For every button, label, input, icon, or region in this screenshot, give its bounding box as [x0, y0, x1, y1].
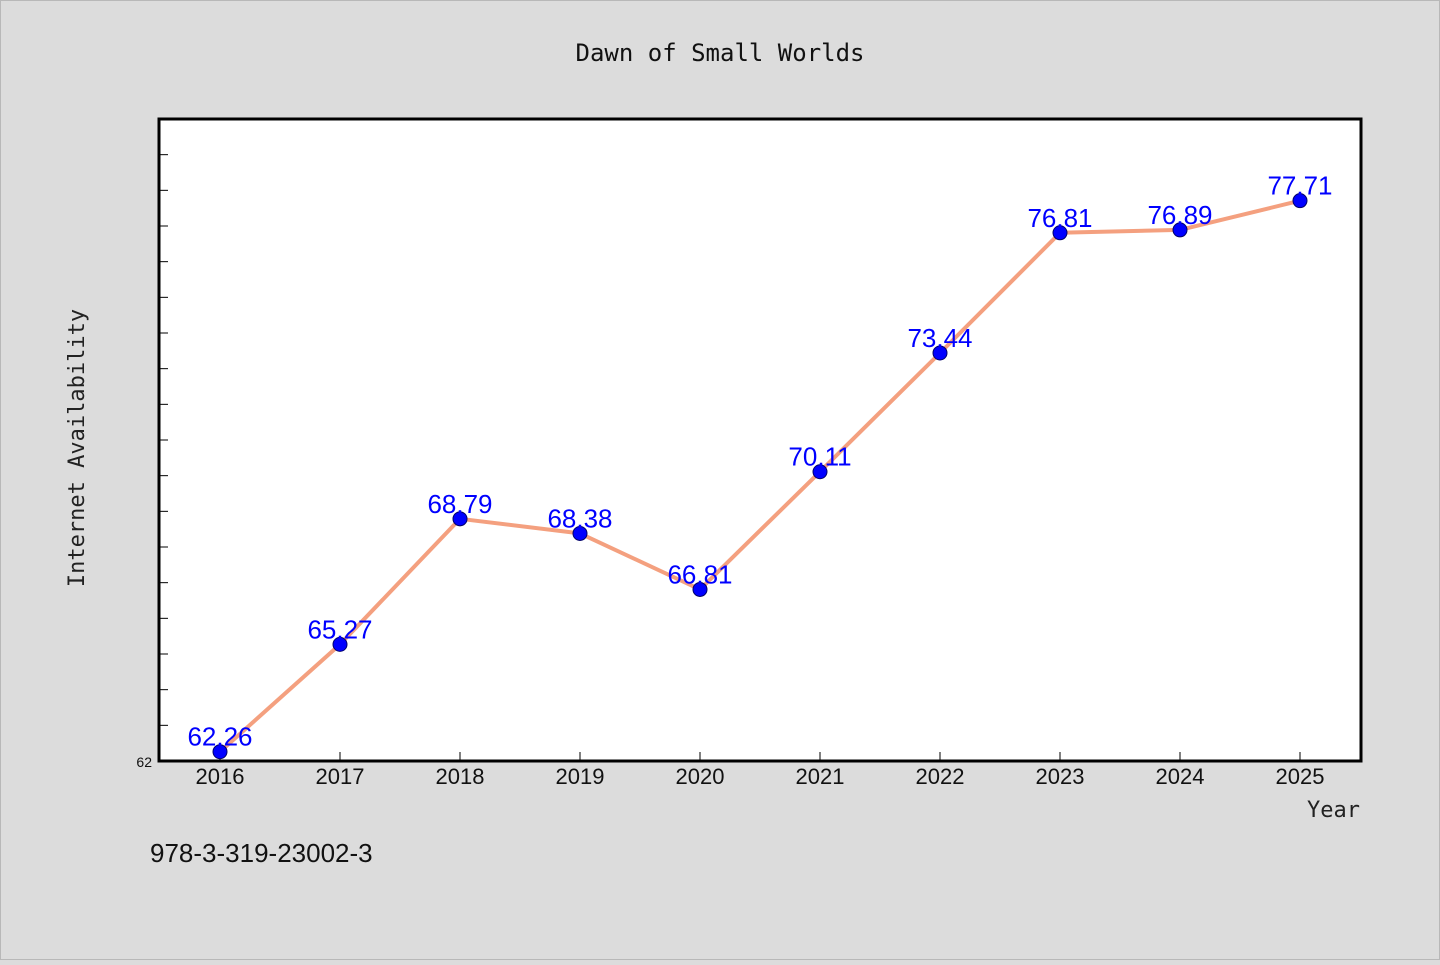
data-point	[932, 345, 948, 361]
data-point	[1292, 193, 1308, 209]
data-point	[212, 744, 228, 760]
x-tick-labels: 2016 2017 2018 2019 2020 2021 2022 2023 2024 2025	[196, 764, 1325, 789]
x-axis-label: Year	[1307, 798, 1360, 823]
data-label: 65.27	[307, 614, 372, 644]
footer-identifier: 978-3-319-23002-3	[150, 838, 373, 868]
x-tick-label: 2018	[436, 764, 485, 789]
data-label: 76.81	[1027, 203, 1092, 233]
x-tick-label: 2016	[196, 764, 245, 789]
x-tick-label: 2020	[676, 764, 725, 789]
chart-title: Dawn of Small Worlds	[576, 39, 865, 67]
series-line	[218, 198, 1301, 754]
x-tick-label: 2023	[1036, 764, 1085, 789]
data-point	[452, 511, 468, 527]
plot-area	[157, 117, 1363, 763]
data-point	[692, 581, 708, 597]
y-tick-label: 62	[136, 754, 152, 770]
x-tick-label: 2022	[916, 764, 965, 789]
data-label: 77.71	[1267, 171, 1332, 201]
data-point	[572, 525, 588, 541]
data-label: 73.44	[907, 323, 972, 353]
data-labels: 62.26 65.27 68.79 68.38 66.81 70.11 73.44 76.81…	[187, 171, 1332, 752]
x-tick-label: 2024	[1156, 764, 1205, 789]
data-point	[332, 636, 348, 652]
data-point	[812, 464, 828, 480]
y-axis-ticks	[159, 154, 168, 726]
data-label: 76.89	[1147, 200, 1212, 230]
data-label: 62.26	[187, 722, 252, 752]
data-label: 68.38	[547, 503, 612, 533]
data-label: 66.81	[667, 559, 732, 589]
series-markers	[212, 193, 1308, 760]
x-tick-label: 2025	[1276, 764, 1325, 789]
data-point	[1052, 225, 1068, 241]
x-tick-label: 2017	[316, 764, 365, 789]
data-label: 68.79	[427, 489, 492, 519]
x-tick-label: 2021	[796, 764, 845, 789]
x-tick-label: 2019	[556, 764, 605, 789]
data-point	[1172, 222, 1188, 238]
y-axis-label: Internet Availability	[65, 309, 90, 587]
data-label: 70.11	[788, 442, 851, 472]
